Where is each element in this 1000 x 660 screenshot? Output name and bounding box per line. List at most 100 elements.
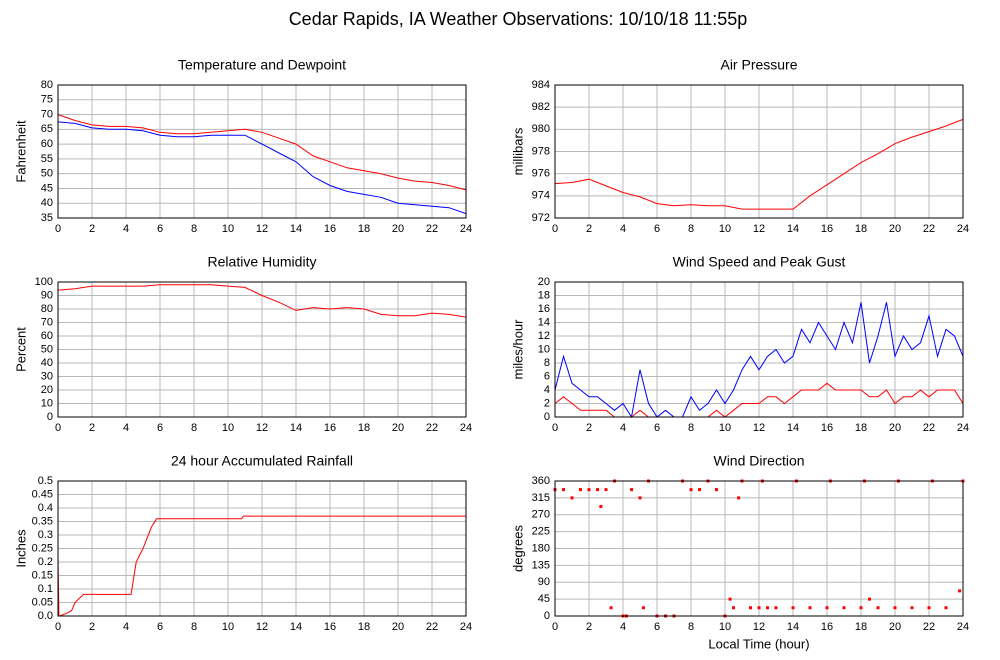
y-tick-label: 0.0 <box>38 610 53 622</box>
page-title: Cedar Rapids, IA Weather Observations: 1… <box>289 9 748 29</box>
point <box>958 589 962 593</box>
plot-frame <box>554 281 964 418</box>
x-tick-label: 4 <box>123 422 129 434</box>
point <box>698 488 701 492</box>
point <box>842 606 846 610</box>
point <box>596 488 599 492</box>
point <box>715 488 718 492</box>
x-tick-label: 20 <box>392 422 404 434</box>
series-line <box>57 515 466 617</box>
x-tick-label: 0 <box>552 422 558 434</box>
point <box>689 488 693 492</box>
x-tick-label: 8 <box>191 422 197 434</box>
point <box>825 606 829 610</box>
y-tick-label: 0 <box>544 411 550 423</box>
x-tick-label: 24 <box>957 223 969 235</box>
x-axis-label: Local Time (hour) <box>708 636 809 651</box>
series-line <box>57 284 467 318</box>
plot-frame <box>57 480 467 617</box>
chart-title: 24 hour Accumulated Rainfall <box>171 453 353 469</box>
x-tick-label: 4 <box>620 621 626 633</box>
y-tick-label: 0.5 <box>38 475 53 487</box>
y-tick-label: 0.2 <box>38 556 53 568</box>
point <box>737 496 741 500</box>
x-tick-label: 0 <box>552 223 558 235</box>
y-tick-label: 360 <box>532 475 550 487</box>
y-tick-label: 0.15 <box>32 569 53 581</box>
x-tick-label: 18 <box>358 422 370 434</box>
x-tick-label: 6 <box>157 621 163 633</box>
point <box>638 496 642 500</box>
y-tick-label: 0 <box>544 610 550 622</box>
x-tick-label: 0 <box>55 223 61 235</box>
x-tick-label: 18 <box>358 223 370 235</box>
y-axis-label: Inches <box>13 529 28 568</box>
x-tick-label: 16 <box>821 422 833 434</box>
x-tick-label: 2 <box>89 223 95 235</box>
plot-frame <box>554 84 964 219</box>
x-tick-label: 2 <box>89 422 95 434</box>
x-tick-label: 4 <box>123 621 129 633</box>
y-tick-label: 20 <box>41 384 53 396</box>
x-tick-label: 16 <box>324 422 336 434</box>
point <box>587 488 591 492</box>
y-axis-label: Fahrenheit <box>13 120 28 183</box>
plot-frame <box>57 281 467 418</box>
x-tick-label: 8 <box>688 422 694 434</box>
chart: Relative HumidityPercent0102030405060708… <box>13 254 472 434</box>
point <box>562 488 565 492</box>
chart: Wind Direction degrees Local Time (hour) 0 4… <box>510 453 969 652</box>
x-tick-label: 10 <box>719 621 731 633</box>
x-tick-label: 24 <box>460 422 472 434</box>
x-tick-label: 16 <box>821 223 833 235</box>
chart-title: Air Pressure <box>720 57 797 73</box>
x-tick-label: 8 <box>688 621 694 633</box>
x-tick-label: 20 <box>889 621 901 633</box>
y-tick-label: 10 <box>41 397 53 409</box>
point <box>876 606 880 610</box>
x-tick-label: 20 <box>889 223 901 235</box>
y-tick-label: 40 <box>41 357 53 369</box>
x-tick-label: 20 <box>392 223 404 235</box>
y-tick-label: 90 <box>538 576 550 588</box>
x-tick-label: 8 <box>191 621 197 633</box>
y-tick-label: 55 <box>41 153 53 165</box>
y-tick-label: 80 <box>41 79 53 91</box>
point <box>604 488 608 492</box>
x-tick-label: 4 <box>123 223 129 235</box>
point <box>630 488 633 492</box>
point <box>641 606 645 610</box>
x-tick-label: 16 <box>324 621 336 633</box>
chart: Wind Speed and Peak Gustmiles/hour024681… <box>510 254 969 434</box>
point <box>791 606 795 610</box>
x-tick-label: 22 <box>426 621 438 633</box>
point <box>859 606 863 610</box>
y-tick-label: 20 <box>538 276 550 288</box>
x-tick-label: 14 <box>290 621 302 633</box>
y-tick-label: 270 <box>532 509 550 521</box>
y-axis-label: millibars <box>510 127 525 175</box>
point <box>570 496 574 500</box>
y-tick-label: 180 <box>532 542 550 554</box>
y-tick-label: 70 <box>41 108 53 120</box>
x-tick-label: 16 <box>324 223 336 235</box>
point <box>579 488 582 492</box>
y-tick-label: 984 <box>532 79 550 91</box>
y-tick-label: 90 <box>41 289 53 301</box>
y-tick-label: 50 <box>41 168 53 180</box>
y-tick-label: 135 <box>532 559 550 571</box>
y-tick-label: 4 <box>544 384 550 396</box>
y-tick-label: 980 <box>532 123 550 135</box>
x-tick-label: 10 <box>719 422 731 434</box>
x-tick-label: 6 <box>654 621 660 633</box>
y-tick-label: 10 <box>538 343 550 355</box>
y-tick-label: 14 <box>538 316 550 328</box>
series-line <box>57 114 467 191</box>
y-tick-label: 8 <box>544 357 550 369</box>
x-tick-label: 2 <box>586 223 592 235</box>
x-tick-label: 22 <box>426 223 438 235</box>
point <box>808 606 812 610</box>
plot-frame <box>554 480 964 617</box>
x-tick-label: 10 <box>222 223 234 235</box>
